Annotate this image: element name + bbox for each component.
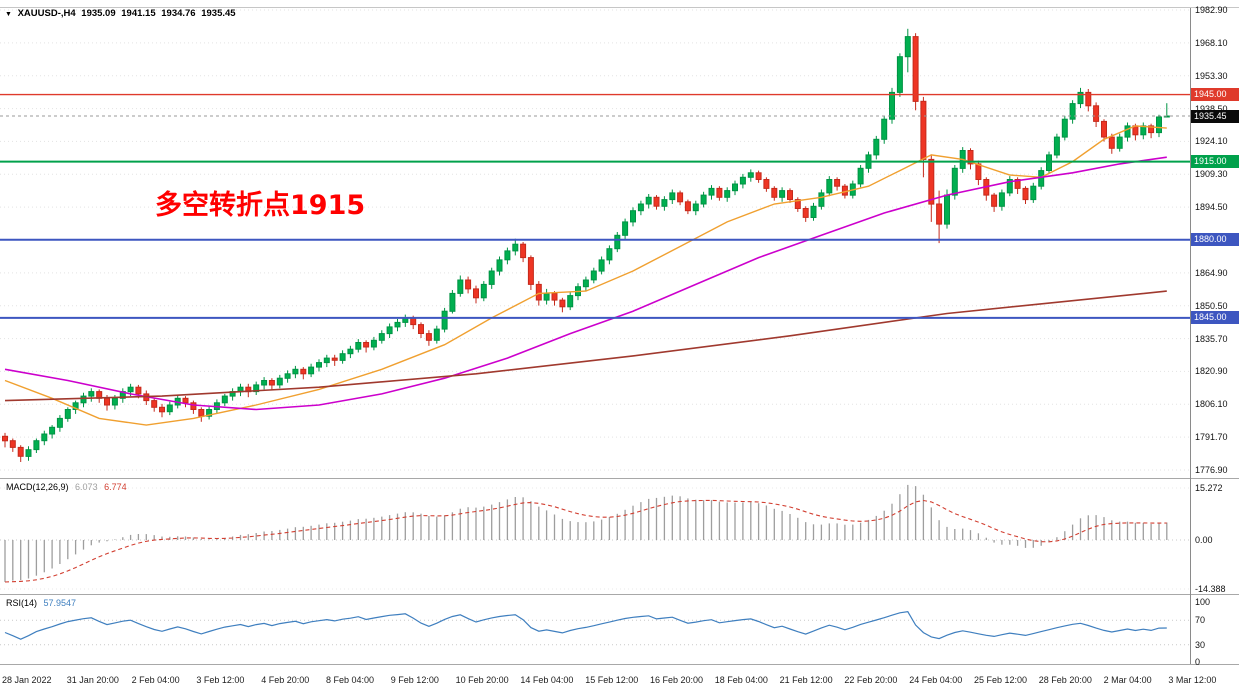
time-axis-label: 16 Feb 20:00 [650, 675, 704, 685]
time-axis-label: 3 Mar 12:00 [1168, 675, 1217, 685]
chart-header: ▼ XAUUSD-,H4 1935.09 1941.15 1934.76 193… [5, 9, 239, 20]
time-axis-label: 8 Feb 04:00 [326, 675, 375, 685]
rsi-axis-70-label: 70 [1195, 615, 1206, 625]
chart-top-border [0, 7, 1239, 8]
macd-indicator-label: MACD(12,26,9) 6.073 6.774 [6, 482, 127, 492]
ohlc-high-value: 1941.15 [121, 8, 156, 19]
price-badge-1945-00: 1945.00 [1191, 88, 1239, 102]
price-tick-label: 1968.10 [1195, 37, 1228, 48]
macd-axis-zero-label: 0.00 [1195, 535, 1213, 545]
macd-axis-max-label: 15.272 [1195, 483, 1223, 493]
candlestick-series [2, 28, 1170, 462]
symbol-dropdown-icon[interactable]: ▼ [5, 11, 12, 18]
price-badge-1880-00: 1880.00 [1191, 233, 1239, 247]
macd-panel-separator[interactable] [0, 478, 1239, 479]
price-tick-label: 1776.90 [1195, 465, 1228, 475]
time-axis-label: 18 Feb 04:00 [714, 675, 768, 685]
macd-panel-canvas[interactable] [0, 479, 1190, 594]
horizontal-level-lines [0, 93, 1190, 319]
macd-name: MACD(12,26,9) [6, 482, 69, 492]
time-axis-label: 28 Feb 20:00 [1038, 675, 1092, 685]
main-chart-canvas[interactable] [0, 0, 1190, 479]
price-tick-label: 1894.50 [1195, 202, 1228, 213]
price-badge-1845-00: 1845.00 [1191, 311, 1239, 325]
ma-mid-line [4, 156, 1167, 411]
ma-fast-line [4, 125, 1167, 426]
time-axis-label: 24 Feb 04:00 [909, 675, 963, 685]
rsi-value: 57.9547 [43, 598, 77, 608]
macd-value-main: 6.073 [75, 482, 98, 492]
time-axis-label: 28 Jan 2022 [2, 675, 52, 685]
rsi-indicator-label: RSI(14) 57.9547 [6, 598, 76, 608]
rsi-axis-0-label: 0 [1195, 657, 1201, 667]
price-tick-label: 1953.30 [1195, 70, 1228, 81]
price-tick-label: 1924.10 [1195, 136, 1228, 147]
time-axis-label: 21 Feb 12:00 [779, 675, 833, 685]
price-tick-label: 1909.30 [1195, 169, 1228, 180]
rsi-name: RSI(14) [6, 598, 38, 608]
time-axis-label: 4 Feb 20:00 [261, 675, 310, 685]
time-axis-label: 25 Feb 12:00 [974, 675, 1028, 685]
time-axis-label: 3 Feb 12:00 [196, 675, 245, 685]
rsi-panel-canvas[interactable] [0, 595, 1190, 664]
time-axis-label: 14 Feb 04:00 [520, 675, 574, 685]
rsi-line [4, 611, 1167, 640]
macd-value-signal: 6.774 [104, 482, 127, 492]
time-axis-label: 10 Feb 20:00 [455, 675, 509, 685]
time-axis-label: 2 Mar 04:00 [1103, 675, 1152, 685]
symbol-period-label: XAUUSD-,H4 [17, 8, 76, 19]
time-axis-label: 2 Feb 04:00 [131, 675, 180, 685]
price-tick-label: 1820.90 [1195, 366, 1228, 377]
price-tick-label: 1864.90 [1195, 267, 1228, 278]
price-tick-label: 1791.70 [1195, 432, 1228, 443]
annotation-text: 多空转折点1915 [155, 190, 366, 221]
macd-signal-line [4, 499, 1167, 583]
price-tick-label: 1938.50 [1195, 103, 1228, 114]
ma-slow-line [4, 290, 1167, 402]
price-badge-1935-45: 1935.45 [1191, 109, 1239, 123]
ohlc-open-value: 1935.09 [81, 8, 116, 19]
time-axis-label: 22 Feb 20:00 [844, 675, 898, 685]
rsi-axis-30-label: 30 [1195, 640, 1206, 650]
time-axis-label: 9 Feb 12:00 [390, 675, 439, 685]
time-axis-separator [0, 664, 1239, 665]
macd-axis-min-label: -14.388 [1195, 584, 1226, 594]
macd-grid [0, 487, 1190, 590]
rsi-panel-separator[interactable] [0, 594, 1239, 595]
price-tick-label: 1850.50 [1195, 300, 1228, 311]
price-axis-line [1190, 8, 1191, 664]
price-tick-label: 1835.70 [1195, 333, 1228, 344]
macd-histogram [4, 484, 1168, 582]
time-axis-label: 15 Feb 12:00 [585, 675, 639, 685]
ohlc-low-value: 1934.76 [161, 8, 196, 19]
rsi-axis-100-label: 100 [1195, 597, 1211, 607]
price-badge-1915-00: 1915.00 [1191, 155, 1239, 169]
price-tick-label: 1806.10 [1195, 399, 1228, 410]
time-axis-label: 31 Jan 20:00 [66, 675, 119, 685]
rsi-levels [0, 619, 1190, 646]
ohlc-close-value: 1935.45 [201, 8, 236, 19]
